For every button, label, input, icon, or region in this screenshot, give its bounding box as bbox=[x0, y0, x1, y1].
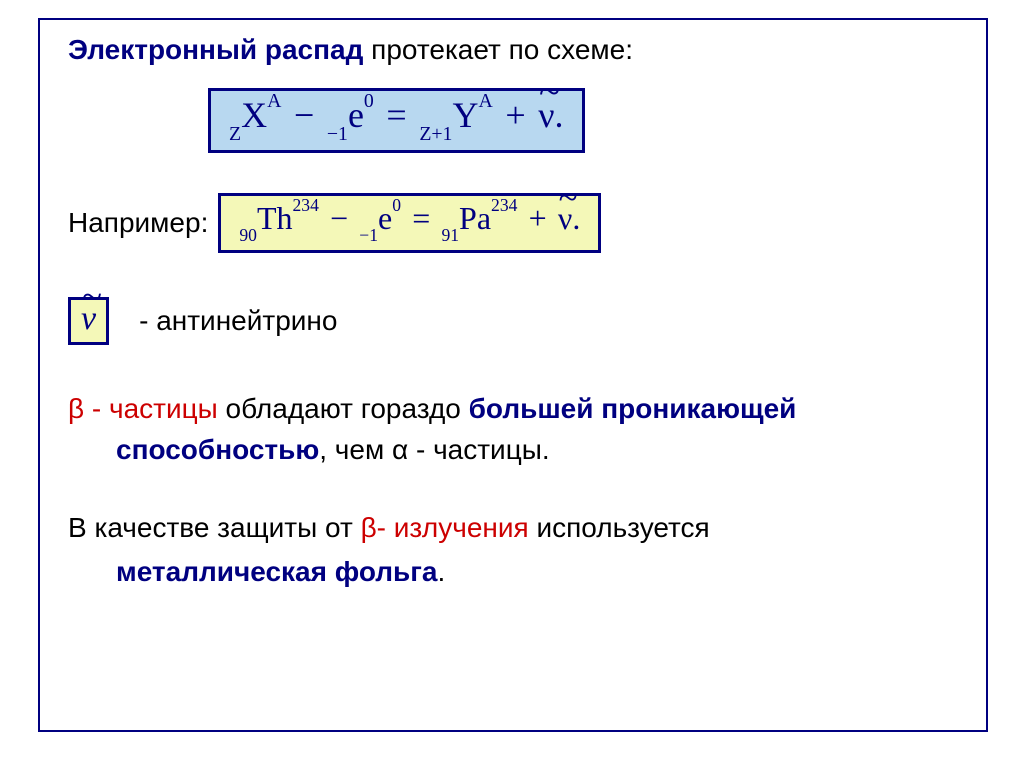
nu-symbol: ~ν bbox=[81, 302, 96, 336]
ex-plus: + bbox=[525, 200, 549, 236]
reactant-x: ZXA bbox=[229, 97, 281, 140]
antineutrino-row: ~ν - антинейтрино bbox=[68, 297, 958, 345]
general-formula-box: ZXA − −1e0 = Z+1YA + ~ν . bbox=[208, 88, 585, 153]
p2-red: β- излучения bbox=[361, 512, 529, 543]
example-formula-box: 90Th234 − −1e0 = 91Pa234 + ~ν . bbox=[218, 193, 601, 253]
title-term: Электронный распад bbox=[68, 34, 363, 65]
antineutrino-symbol-box: ~ν bbox=[68, 297, 109, 345]
ex-pa: 91Pa234 bbox=[441, 202, 517, 240]
equals-op: = bbox=[383, 95, 411, 135]
reactant-e: −1e0 bbox=[327, 97, 374, 140]
ex-minus: − bbox=[327, 200, 351, 236]
example-label: Например: bbox=[68, 207, 208, 239]
example-row: Например: 90Th234 − −1e0 = 91Pa234 + ~ν … bbox=[68, 193, 958, 253]
p1-mid: обладают гораздо bbox=[218, 393, 469, 424]
slide-content: Электронный распад протекает по схеме: Z… bbox=[40, 20, 986, 611]
minus-op: − bbox=[290, 95, 318, 135]
product-y: Z+1YA bbox=[419, 97, 492, 140]
slide-title: Электронный распад протекает по схеме: bbox=[68, 34, 958, 66]
p1-tail: , чем α - частицы. bbox=[319, 434, 549, 465]
p2-lead: В качестве защиты от bbox=[68, 512, 361, 543]
ex-nu: ~ν bbox=[558, 202, 572, 234]
plus-op: + bbox=[502, 95, 530, 135]
slide-frame: Электронный распад протекает по схеме: Z… bbox=[38, 18, 988, 732]
beta-term: β - частицы bbox=[68, 393, 218, 424]
paragraph-beta-particles: β - частицы обладают гораздо большей про… bbox=[68, 389, 958, 470]
ex-e: −1e0 bbox=[359, 202, 401, 240]
product-nu: ~ν bbox=[538, 97, 554, 133]
p2-navy: металлическая фольга bbox=[116, 556, 438, 587]
p2-line2: металлическая фольга. bbox=[68, 550, 958, 593]
title-rest: протекает по схеме: bbox=[363, 34, 633, 65]
ex-equals: = bbox=[409, 200, 433, 236]
p1-navy2: способностью bbox=[116, 434, 319, 465]
p1-navy1: большей проникающей bbox=[469, 393, 797, 424]
p2-mid: используется bbox=[529, 512, 710, 543]
paragraph-shielding: В качестве защиты от β- излучения исполь… bbox=[68, 506, 958, 593]
antineutrino-label: - антинейтрино bbox=[139, 305, 337, 337]
p1-line2: способностью, чем α - частицы. bbox=[68, 430, 958, 471]
ex-th: 90Th234 bbox=[239, 202, 319, 240]
p2-period: . bbox=[438, 556, 446, 587]
